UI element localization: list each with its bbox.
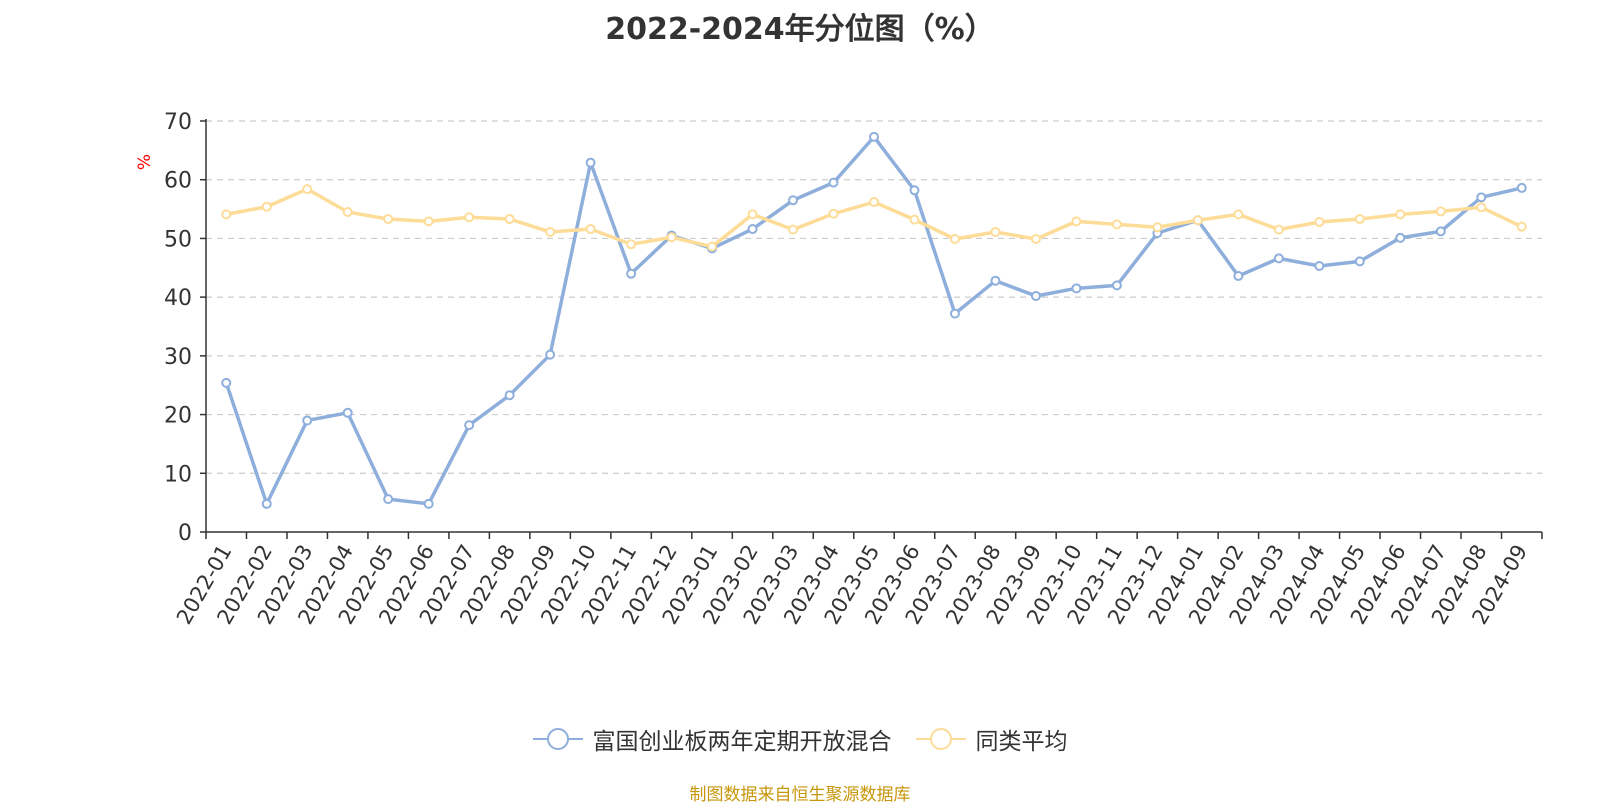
series-1-point [1273,253,1284,264]
legend-label-series-2: 同类平均 [975,729,1068,755]
series-2-point [464,212,475,223]
series-1-point [1314,261,1325,272]
series-2-point [949,234,960,245]
series-1-point [585,157,596,168]
series-1-point [869,131,879,142]
series-lines [224,135,1523,506]
series-1-point [464,420,475,431]
series-points [221,131,1527,509]
y-tick-label: 50 [164,227,192,252]
y-tick-label: 10 [164,462,192,487]
data-source-note: 制图数据来自恒生聚源数据库 [689,785,911,805]
series-2-point [383,214,394,225]
series-1-point [261,498,272,509]
series-2-point [342,207,353,218]
series-1-point [423,498,434,509]
series-2-point [666,232,677,243]
series-2-point [1516,221,1527,232]
series-2-point [1273,224,1284,235]
series-2-point [788,224,799,235]
series-2-point [1233,209,1244,220]
series-1-point [949,308,960,319]
series-2-point [1192,215,1203,226]
series-2-point [1152,222,1163,233]
series-2-point [1354,214,1365,225]
series-1-point [504,390,515,401]
legend-marker-series-2-icon [915,728,966,750]
legend-item-series-1[interactable]: 富国创业板两年定期开放混合 [532,722,892,756]
series-2-point [1314,216,1325,227]
series-1-point [545,349,556,360]
series-1-point [828,177,839,188]
series-2-point [909,214,920,225]
legend-label-series-1: 富国创业板两年定期开放混合 [592,729,892,755]
axis-labels: 010203040506070%2022-012022-022022-03202… [135,110,1532,628]
series-2-point [626,239,637,250]
series-2-point [1395,209,1406,220]
series-2-point [585,224,596,235]
legend-item-series-2[interactable]: 同类平均 [915,722,1068,756]
series-2-point [504,214,515,225]
series-1-point [990,275,1001,286]
axes [200,119,1543,539]
series-2-point [423,216,434,227]
series-1-point [909,185,920,196]
legend: 富国创业板两年定期开放混合 同类平均 [0,722,1600,756]
series-1-point [1354,256,1365,267]
series-2-point [747,209,758,220]
series-1-point [1030,290,1041,301]
series-1-point [1111,280,1122,291]
series-2-point [990,226,1001,237]
series-1-point [1435,226,1446,237]
series-1-point [342,407,353,418]
y-tick-label: 20 [164,404,192,429]
series-1-point [1233,271,1244,282]
series-1-point [626,268,637,279]
series-1-point [1476,192,1487,203]
y-tick-label: 40 [164,286,192,311]
series-1-point [1395,232,1406,243]
series-1-point [1516,182,1527,193]
chart-title: 2022-2024年分位图（%） [605,12,995,47]
series-2-point [221,209,232,220]
y-tick-label: 70 [164,110,192,135]
series-2-point [1030,234,1041,245]
y-tick-label: 60 [164,169,192,194]
series-line-1 [224,135,1523,506]
series-2-point [1435,206,1446,217]
y-axis-label: % [135,154,155,170]
series-2-point [261,201,272,212]
series-2-point [707,241,718,252]
series-1-point [788,195,799,206]
series-1-point [302,415,313,426]
series-1-point [747,224,758,235]
y-tick-label: 0 [178,521,192,546]
gridlines [206,120,1542,474]
series-1-point [221,377,232,388]
series-2-point [1071,216,1082,227]
series-1-point [1071,283,1082,294]
legend-marker-series-1-icon [532,728,583,750]
y-tick-label: 30 [164,345,192,370]
series-2-point [302,184,313,195]
series-1-point [383,494,394,505]
series-2-point [545,226,556,237]
series-2-point [1111,219,1122,230]
series-2-point [1476,202,1487,213]
series-2-point [869,197,879,208]
series-2-point [828,208,839,219]
